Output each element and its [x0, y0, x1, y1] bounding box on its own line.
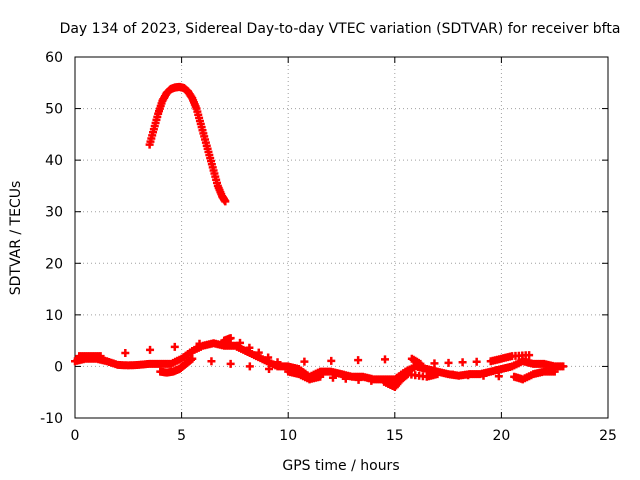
- data-point: [525, 351, 534, 360]
- x-tick-label: 0: [71, 428, 80, 444]
- data-point: [430, 359, 439, 368]
- data-point: [448, 370, 457, 379]
- data-point: [273, 358, 282, 367]
- data-series: [71, 82, 568, 392]
- data-point: [559, 362, 568, 371]
- data-point: [236, 338, 245, 347]
- data-point: [416, 359, 425, 368]
- data-point: [245, 362, 254, 371]
- data-point: [472, 357, 481, 366]
- data-point: [226, 359, 235, 368]
- data-point: [341, 374, 350, 383]
- y-tick-label: 0: [54, 359, 63, 375]
- data-point: [479, 371, 488, 380]
- series-upper-segments: [75, 334, 534, 368]
- data-point: [328, 373, 337, 382]
- data-point: [195, 339, 204, 348]
- x-axis-label: GPS time / hours: [282, 458, 399, 474]
- data-point: [433, 370, 442, 379]
- data-point: [254, 348, 263, 357]
- data-point: [316, 372, 325, 381]
- data-point: [221, 197, 230, 206]
- data-point: [354, 356, 363, 365]
- series-lower-segments: [156, 354, 559, 392]
- chart-title: Day 134 of 2023, Sidereal Day-to-day VTE…: [60, 21, 621, 37]
- data-point: [444, 358, 453, 367]
- y-tick-labels: -10 0 10 20 30 40 50 60: [40, 50, 63, 427]
- y-axis-label: SDTVAR / TECUs: [8, 181, 24, 296]
- data-point: [264, 353, 273, 362]
- data-point: [226, 334, 235, 343]
- x-tick-label: 25: [599, 428, 617, 444]
- series-baseline: [71, 339, 568, 384]
- y-tick-label: -10: [40, 411, 63, 427]
- y-tick-label: 40: [45, 153, 63, 169]
- plot-frame: [74, 56, 609, 419]
- data-point: [380, 355, 389, 364]
- data-point: [245, 343, 254, 352]
- data-point: [96, 352, 105, 361]
- data-point: [327, 356, 336, 365]
- x-tick-label: 15: [386, 428, 404, 444]
- y-tick-label: 50: [45, 102, 63, 118]
- data-point: [121, 349, 130, 358]
- x-tick-label: 5: [177, 428, 186, 444]
- data-point: [367, 376, 376, 385]
- series-arc-high: [145, 82, 230, 206]
- data-point: [300, 357, 309, 366]
- x-tick-label: 20: [492, 428, 510, 444]
- data-point: [265, 365, 274, 374]
- axis-ticks: [74, 56, 609, 419]
- data-point: [550, 367, 559, 376]
- y-tick-label: 60: [45, 50, 63, 66]
- y-tick-label: 20: [45, 256, 63, 272]
- x-tick-labels: 0 5 10 15 20 25: [71, 428, 617, 444]
- data-point: [458, 358, 467, 367]
- x-tick-label: 10: [279, 428, 297, 444]
- data-point: [170, 342, 179, 351]
- y-tick-label: 10: [45, 308, 63, 324]
- data-point: [207, 357, 216, 366]
- data-point: [188, 354, 197, 363]
- data-point: [146, 345, 155, 354]
- data-point: [464, 371, 473, 380]
- data-point: [494, 372, 503, 381]
- data-point: [354, 375, 363, 384]
- y-tick-label: 30: [45, 205, 63, 221]
